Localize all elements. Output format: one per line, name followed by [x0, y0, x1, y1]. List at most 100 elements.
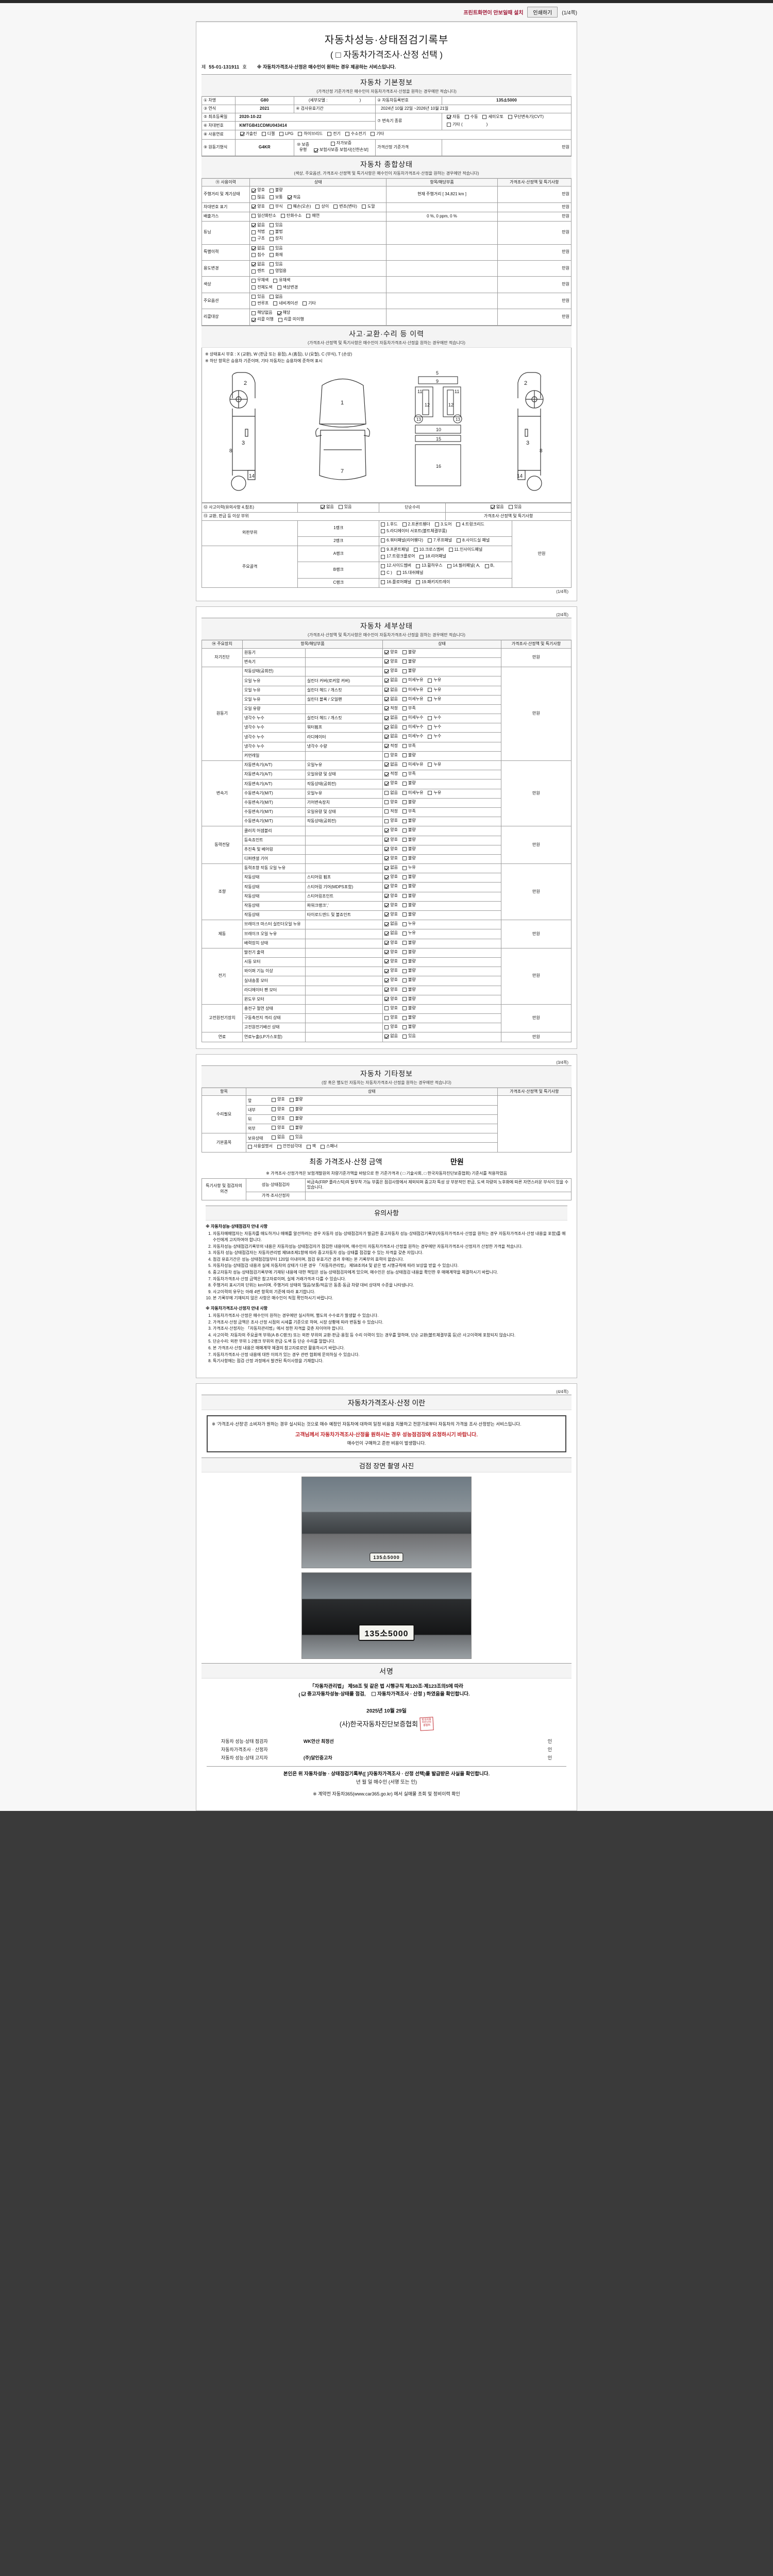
checkbox-icon[interactable] — [402, 959, 407, 964]
detail-state-option[interactable]: 미세누유 — [402, 697, 423, 702]
part-checkbox[interactable]: 2.프론트휀더 — [402, 522, 430, 528]
warranty-option[interactable]: 보험사보증 보험사[신한손보] — [313, 147, 368, 153]
checkbox-icon[interactable] — [428, 678, 432, 683]
part-checkbox[interactable]: 18.리어패널 — [419, 554, 446, 560]
overall-state-option[interactable]: 양호 — [251, 204, 265, 210]
detail-state-option[interactable]: 불량 — [402, 818, 416, 824]
checkbox-icon[interactable] — [269, 269, 274, 274]
detail-state-option[interactable]: 불량 — [402, 659, 416, 665]
checkbox-icon[interactable] — [384, 997, 389, 1002]
checkbox-icon[interactable] — [402, 987, 407, 992]
detail-state-option[interactable]: 누유 — [402, 921, 416, 927]
overall-state-option[interactable]: 리콜 이행 — [251, 317, 274, 323]
overall-state-option[interactable]: 상이 — [315, 204, 329, 210]
checkbox-icon[interactable] — [428, 538, 432, 543]
other-state-option[interactable]: 불량 — [289, 1125, 303, 1131]
checkbox-icon[interactable] — [251, 223, 256, 228]
checkbox-icon[interactable] — [384, 744, 389, 749]
checkbox-icon[interactable] — [251, 230, 256, 234]
detail-state-option[interactable]: 미세누유 — [402, 790, 423, 796]
detail-state-option[interactable]: 불량 — [402, 893, 416, 899]
overall-state-option[interactable]: 없음 — [251, 262, 265, 267]
checkbox-icon[interactable] — [287, 195, 292, 199]
overall-state-option[interactable]: 기타 — [303, 301, 316, 307]
checkbox-icon[interactable] — [384, 837, 389, 842]
detail-state-option[interactable]: 누유 — [428, 677, 441, 683]
checkbox-icon[interactable] — [402, 931, 407, 936]
part-checkbox[interactable]: 15.대쉬패널 — [396, 570, 423, 576]
accident-history-option[interactable]: 있음 — [338, 504, 352, 510]
checkbox-icon[interactable] — [381, 571, 385, 575]
checkbox-icon[interactable] — [269, 236, 274, 241]
other-state-option[interactable]: 불량 — [289, 1116, 303, 1122]
checkbox-icon[interactable] — [251, 236, 256, 241]
checkbox-icon[interactable] — [251, 278, 256, 283]
checkbox-icon[interactable] — [248, 1144, 253, 1149]
checkbox-icon[interactable] — [384, 1006, 389, 1011]
detail-state-option[interactable]: 불량 — [402, 977, 416, 983]
overall-state-option[interactable]: 해당 — [277, 310, 290, 316]
checkbox-icon[interactable] — [448, 548, 453, 552]
checkbox-icon[interactable] — [402, 894, 407, 899]
detail-state-option[interactable]: 양호 — [384, 846, 398, 852]
checkbox-icon[interactable] — [313, 148, 318, 152]
detail-state-option[interactable]: 불량 — [402, 668, 416, 674]
checkbox-icon[interactable] — [251, 295, 256, 299]
checkbox-icon[interactable] — [315, 205, 320, 209]
part-checkbox[interactable]: 12.사이드멤버 — [381, 563, 411, 569]
detail-state-option[interactable]: 양호 — [384, 668, 398, 674]
checkbox-icon[interactable] — [251, 285, 256, 290]
checkbox-icon[interactable] — [384, 678, 389, 683]
checkbox-icon[interactable] — [277, 311, 281, 315]
transmission-option[interactable]: 자동 — [447, 114, 460, 120]
overall-state-option[interactable]: 있음 — [251, 294, 265, 300]
checkbox-icon[interactable] — [413, 548, 418, 552]
overall-state-option[interactable]: 보통 — [269, 195, 283, 200]
checkbox-icon[interactable] — [306, 1144, 311, 1149]
overall-state-option[interactable]: 네비게이션 — [273, 301, 298, 307]
checkbox-icon[interactable] — [272, 1135, 276, 1140]
checkbox-icon[interactable] — [402, 1025, 407, 1029]
checkbox-icon[interactable] — [381, 564, 385, 568]
part-checkbox[interactable]: 10.크로스멤버 — [413, 547, 444, 553]
other-state-option[interactable]: 양호 — [272, 1125, 285, 1131]
checkbox-icon[interactable] — [428, 725, 432, 730]
detail-state-option[interactable]: 적정 — [384, 743, 398, 749]
checkbox-icon[interactable] — [508, 504, 513, 509]
detail-state-option[interactable]: 부족 — [402, 809, 416, 815]
detail-state-option[interactable]: 누유 — [428, 687, 441, 693]
checkbox-icon[interactable] — [384, 809, 389, 814]
checkbox-icon[interactable] — [402, 697, 407, 702]
checkbox-icon[interactable] — [279, 132, 284, 137]
detail-state-option[interactable]: 불량 — [402, 1024, 416, 1030]
checkbox-icon[interactable] — [306, 214, 311, 218]
overall-state-option[interactable]: 렌트 — [251, 268, 265, 274]
other-state-option[interactable]: 있음 — [289, 1134, 303, 1140]
overall-state-option[interactable]: 적음 — [287, 195, 300, 200]
checkbox-icon[interactable] — [384, 659, 389, 664]
simple-repair-option[interactable]: 없음 — [490, 504, 504, 510]
checkbox-icon[interactable] — [384, 734, 389, 739]
detail-state-option[interactable]: 불량 — [402, 987, 416, 993]
checkbox-icon[interactable] — [251, 205, 256, 209]
detail-state-option[interactable]: 양호 — [384, 659, 398, 665]
detail-state-option[interactable]: 양호 — [384, 827, 398, 833]
checkbox-icon[interactable] — [384, 875, 389, 879]
checkbox-icon[interactable] — [381, 554, 385, 559]
detail-state-option[interactable]: 있음 — [402, 1033, 416, 1039]
checkbox-icon[interactable] — [402, 1015, 407, 1020]
detail-state-option[interactable]: 불량 — [402, 996, 416, 1002]
checkbox-icon[interactable] — [381, 522, 385, 527]
detail-state-option[interactable]: 불량 — [402, 874, 416, 880]
overall-state-option[interactable]: 없음 — [251, 223, 265, 228]
detail-state-option[interactable]: 양호 — [384, 903, 398, 908]
checkbox-icon[interactable] — [384, 716, 389, 720]
other-state-option[interactable]: 잭 — [306, 1144, 316, 1149]
checkbox-icon[interactable] — [402, 781, 407, 786]
detail-state-option[interactable]: 없음 — [384, 865, 398, 871]
checkbox-icon[interactable] — [361, 205, 366, 209]
checkbox-icon[interactable] — [428, 762, 432, 767]
overall-state-option[interactable]: 불법 — [269, 229, 283, 235]
checkbox-icon[interactable] — [289, 1135, 294, 1140]
detail-state-option[interactable]: 누유 — [428, 762, 441, 768]
